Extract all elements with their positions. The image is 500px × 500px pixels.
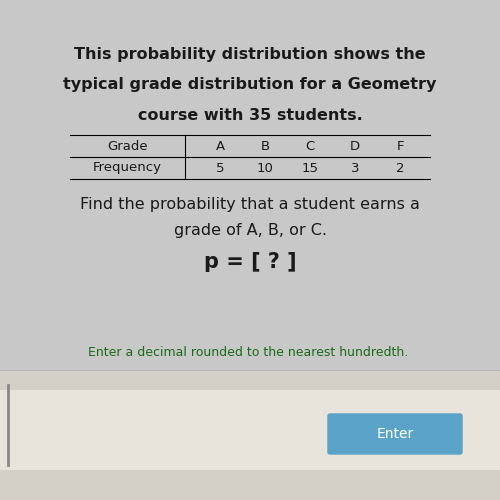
Text: 10: 10 (256, 162, 274, 174)
Text: p = [ ? ]: p = [ ? ] (204, 252, 296, 272)
Text: 2: 2 (396, 162, 404, 174)
Text: 15: 15 (302, 162, 318, 174)
Text: A: A (216, 140, 224, 152)
Text: grade of A, B, or C.: grade of A, B, or C. (174, 222, 326, 238)
Text: 3: 3 (351, 162, 359, 174)
Bar (0, 0, 500, 370)
Text: Frequency: Frequency (93, 162, 162, 174)
Text: Grade: Grade (107, 140, 148, 152)
FancyBboxPatch shape (328, 414, 462, 454)
Text: B: B (260, 140, 270, 152)
Text: 5: 5 (216, 162, 224, 174)
Text: C: C (306, 140, 314, 152)
Text: D: D (350, 140, 360, 152)
Text: course with 35 students.: course with 35 students. (138, 108, 362, 122)
Text: F: F (396, 140, 404, 152)
Text: This probability distribution shows the: This probability distribution shows the (74, 48, 426, 62)
Text: Enter a decimal rounded to the nearest hundredth.: Enter a decimal rounded to the nearest h… (88, 346, 408, 358)
Bar (0, 370, 500, 500)
Bar (0, 390, 500, 470)
Text: typical grade distribution for a Geometry: typical grade distribution for a Geometr… (64, 78, 436, 92)
Text: Enter: Enter (376, 427, 414, 441)
Text: Find the probability that a student earns a: Find the probability that a student earn… (80, 198, 420, 212)
